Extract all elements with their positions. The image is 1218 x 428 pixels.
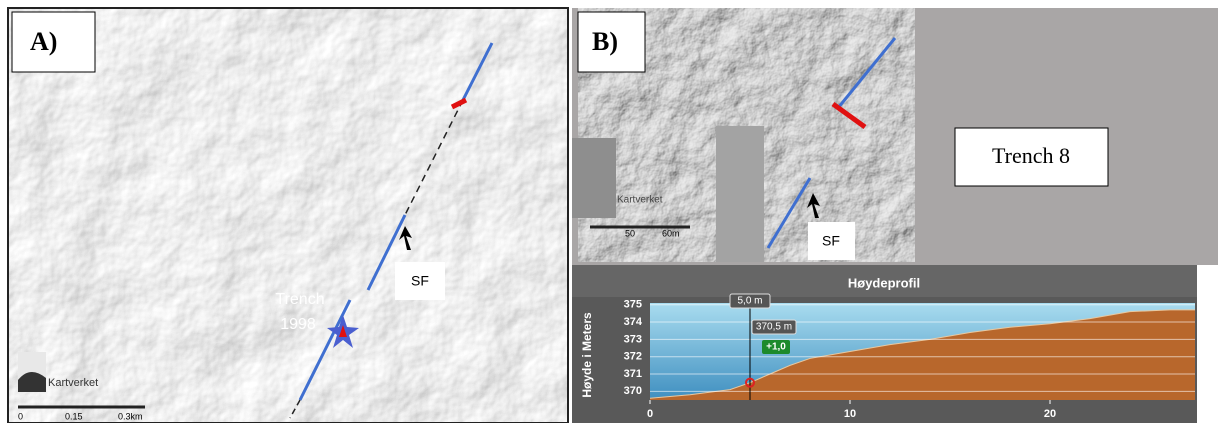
delta-label: +1,0	[766, 342, 786, 353]
trench-label: Trench 8	[992, 143, 1070, 168]
elevation-profile: Høydeprofil Høyde i Meters 370 371 372 373 3…	[572, 265, 1197, 423]
x-tick-label: 10	[844, 408, 856, 420]
y-tick-label: 371	[624, 368, 642, 380]
y-tick-label: 373	[624, 333, 642, 345]
trench-label: 1998	[280, 316, 316, 333]
panel-b: B) SF Kartverket 50 60m Trench 8	[572, 8, 1218, 265]
page: {"panel_a":{"label":"A)","sf":"SF","tren…	[0, 0, 1218, 423]
y-axis-label: Høyde i Meters	[580, 312, 594, 398]
logo-text: Kartverket	[617, 195, 663, 206]
nodata	[572, 138, 616, 218]
cursor-x-label: 5,0 m	[737, 296, 762, 307]
scale-label: 50	[625, 228, 635, 238]
sf-label: SF	[411, 273, 429, 289]
scale-label: 0.15	[65, 411, 83, 421]
scale-label: 60m	[662, 228, 680, 238]
chart-title: Høydeprofil	[848, 275, 920, 290]
y-tick-label: 372	[624, 351, 642, 363]
panel-label: A)	[30, 27, 57, 56]
scale-label: 0.3km	[118, 411, 143, 421]
y-tick-label: 374	[624, 316, 643, 328]
panel-a: A) SF Trench 1998 Kartverket 0 0.15 0.3k…	[8, 8, 568, 423]
trench-label: Trench	[275, 291, 324, 308]
nodata	[716, 126, 764, 262]
panel-label: B)	[592, 27, 618, 56]
logo-text: Kartverket	[48, 377, 98, 389]
figure: A) SF Trench 1998 Kartverket 0 0.15 0.3k…	[0, 0, 1218, 423]
x-tick-label: 0	[647, 408, 653, 420]
scale-label: 0	[18, 411, 23, 421]
x-tick-label: 20	[1044, 408, 1056, 420]
y-tick-label: 375	[624, 299, 642, 311]
cursor-y-label: 370,5 m	[756, 322, 792, 333]
y-tick-label: 370	[624, 385, 642, 397]
sf-label: SF	[822, 233, 840, 249]
